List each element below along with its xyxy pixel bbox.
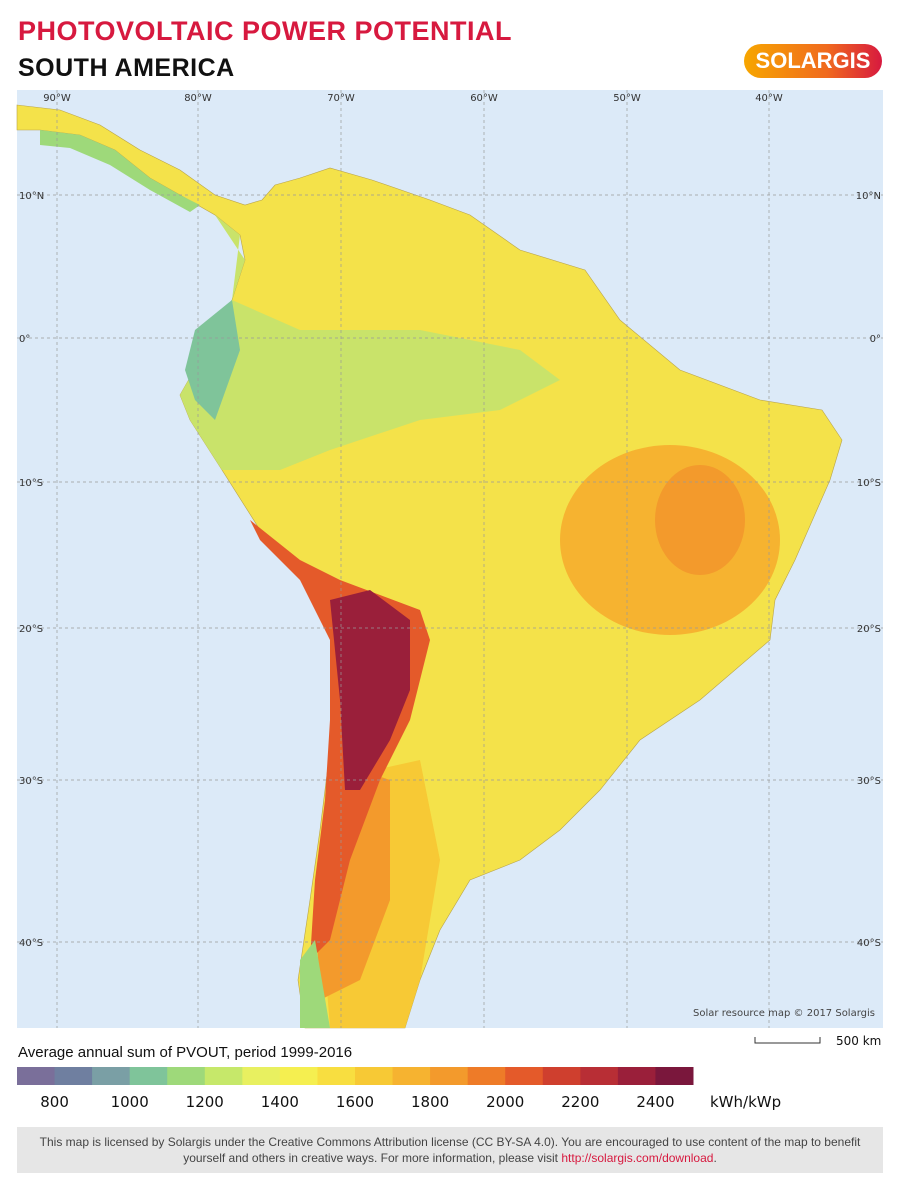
legend-tick-label: 1800 [411,1093,449,1111]
legend: 800 1000 1200 1400 1600 1800 2000 2200 2400 kWh/k… [17,1067,781,1111]
legend-swatch [167,1067,206,1085]
longitude-label: 40°W [755,93,783,104]
longitude-label: 70°W [327,93,355,104]
legend-swatch [505,1067,544,1085]
latitude-label: 40°S [857,938,881,949]
latitude-label: 10°S [857,478,881,489]
legend-unit: kWh/kWp [710,1093,781,1111]
legend-swatch [430,1067,469,1085]
legend-swatch [655,1067,694,1085]
graticule: 90°W 80°W 70°W 60°W 50°W 40°W 10°N 10°N 0° 0° 10°S… [17,90,883,1028]
latitude-label: 30°S [19,776,43,787]
longitude-label: 90°W [43,93,71,104]
legend-swatch [355,1067,394,1085]
longitude-label: 50°W [613,93,641,104]
legend-swatch [279,1067,318,1085]
longitude-label: 80°W [184,93,212,104]
legend-swatch [580,1067,619,1085]
latitude-label: 0° [870,334,881,345]
longitude-label: 60°W [470,93,498,104]
map: 90°W 80°W 70°W 60°W 50°W 40°W 10°N 10°N 0° 0° 10°S… [16,90,883,1111]
legend-swatch [129,1067,168,1085]
latitude-label: 30°S [857,776,881,787]
legend-tick-label: 1000 [111,1093,149,1111]
legend-tick-label: 800 [40,1093,69,1111]
footer-end: . [713,1151,717,1165]
legend-swatch [617,1067,656,1085]
legend-swatch [204,1067,243,1085]
latitude-label: 10°S [19,478,43,489]
legend-swatch [317,1067,356,1085]
legend-swatch [242,1067,281,1085]
land [16,104,843,1029]
legend-title: Average annual sum of PVOUT, period 1999… [18,1044,353,1061]
latitude-label: 10°N [19,191,44,202]
scale-bar [754,1037,821,1044]
legend-swatch [17,1067,56,1085]
legend-tick-label: 2200 [561,1093,599,1111]
latitude-label: 20°S [19,624,43,635]
legend-tick-label: 1400 [261,1093,299,1111]
scale-label: 500 km [836,1034,881,1048]
latitude-label: 0° [19,334,30,345]
legend-swatch [467,1067,506,1085]
attribution: Solar resource map © 2017 Solargis [693,1008,875,1019]
title: PHOTOVOLTAIC POWER POTENTIAL [18,16,513,46]
legend-tick-label: 1600 [336,1093,374,1111]
logo[interactable]: SOLARGIS [744,44,882,78]
legend-swatch [542,1067,581,1085]
legend-tick-label: 2000 [486,1093,524,1111]
legend-swatch [392,1067,431,1085]
subtitle: SOUTH AMERICA [18,54,235,82]
footer-link[interactable]: http://solargis.com/download [561,1151,714,1165]
legend-tick-label: 1200 [186,1093,224,1111]
footer-text: This map is licensed by Solargis under t… [39,1135,861,1165]
latitude-label: 40°S [19,938,43,949]
latitude-label: 10°N [856,191,881,202]
latitude-label: 20°S [857,624,881,635]
legend-tick-label: 2400 [636,1093,674,1111]
legend-swatch [92,1067,131,1085]
footer: This map is licensed by Solargis under t… [17,1127,883,1173]
legend-swatch [54,1067,93,1085]
